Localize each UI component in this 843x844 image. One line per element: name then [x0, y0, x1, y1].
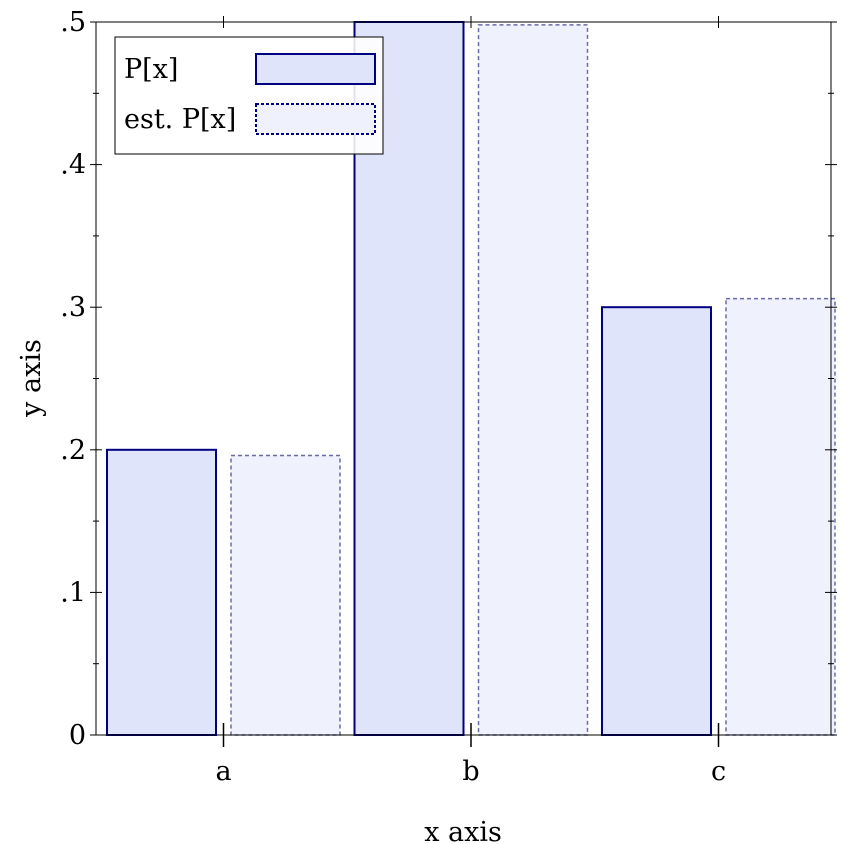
- legend-swatch-est-p: [255, 103, 376, 135]
- y-tick-label: .2: [60, 435, 86, 466]
- bar-est-p-a: [230, 454, 341, 736]
- bar-est-p-b: [477, 24, 589, 736]
- y-tick-label: .3: [60, 292, 86, 323]
- y-tick-label: .5: [60, 7, 86, 38]
- x-axis-title: x axis: [424, 817, 502, 844]
- x-tick-label-a: a: [215, 756, 231, 787]
- x-tick-label-c: c: [711, 756, 726, 787]
- legend: P[x] est. P[x]: [114, 36, 384, 155]
- y-tick-label: .1: [60, 577, 86, 608]
- bar-est-p-c: [725, 297, 836, 736]
- ticks-layer: 0 .1 .2 .3 .4 .5 a b c: [60, 7, 837, 787]
- y-axis-title: y axis: [16, 339, 47, 418]
- bar-p-a: [106, 448, 217, 736]
- legend-label-p: P[x]: [124, 54, 178, 85]
- legend-label-est-p: est. P[x]: [124, 104, 236, 135]
- bar-p-c: [601, 306, 712, 736]
- legend-swatch-p: [255, 53, 376, 85]
- y-tick-label: .4: [60, 150, 86, 181]
- y-tick-label: 0: [69, 720, 86, 751]
- x-tick-label-b: b: [462, 756, 479, 787]
